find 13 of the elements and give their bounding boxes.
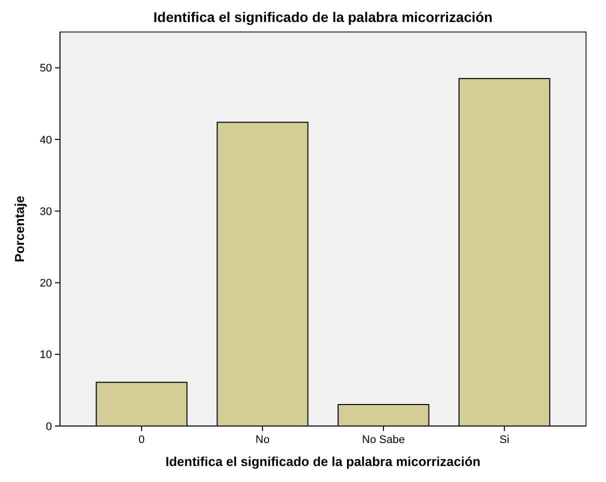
x-tick-label: Si: [499, 434, 510, 446]
x-tick-label: No: [256, 434, 270, 446]
y-tick-label: 20: [40, 278, 52, 290]
y-tick-label: 30: [40, 206, 52, 218]
y-tick-label: 40: [40, 134, 52, 146]
x-axis-title: Identifica el significado de la palabra micorrización: [166, 454, 481, 469]
x-tick-label: No Sabe: [362, 434, 405, 446]
y-axis-title: Porcentaje: [12, 196, 27, 262]
y-tick-label: 50: [40, 62, 52, 75]
y-tick-label: 0: [46, 420, 52, 433]
chart-title: Identifica el significado de la palabra micorrización: [153, 9, 493, 25]
x-tick-label: 0: [138, 434, 145, 446]
y-tick-label: 10: [40, 349, 52, 362]
